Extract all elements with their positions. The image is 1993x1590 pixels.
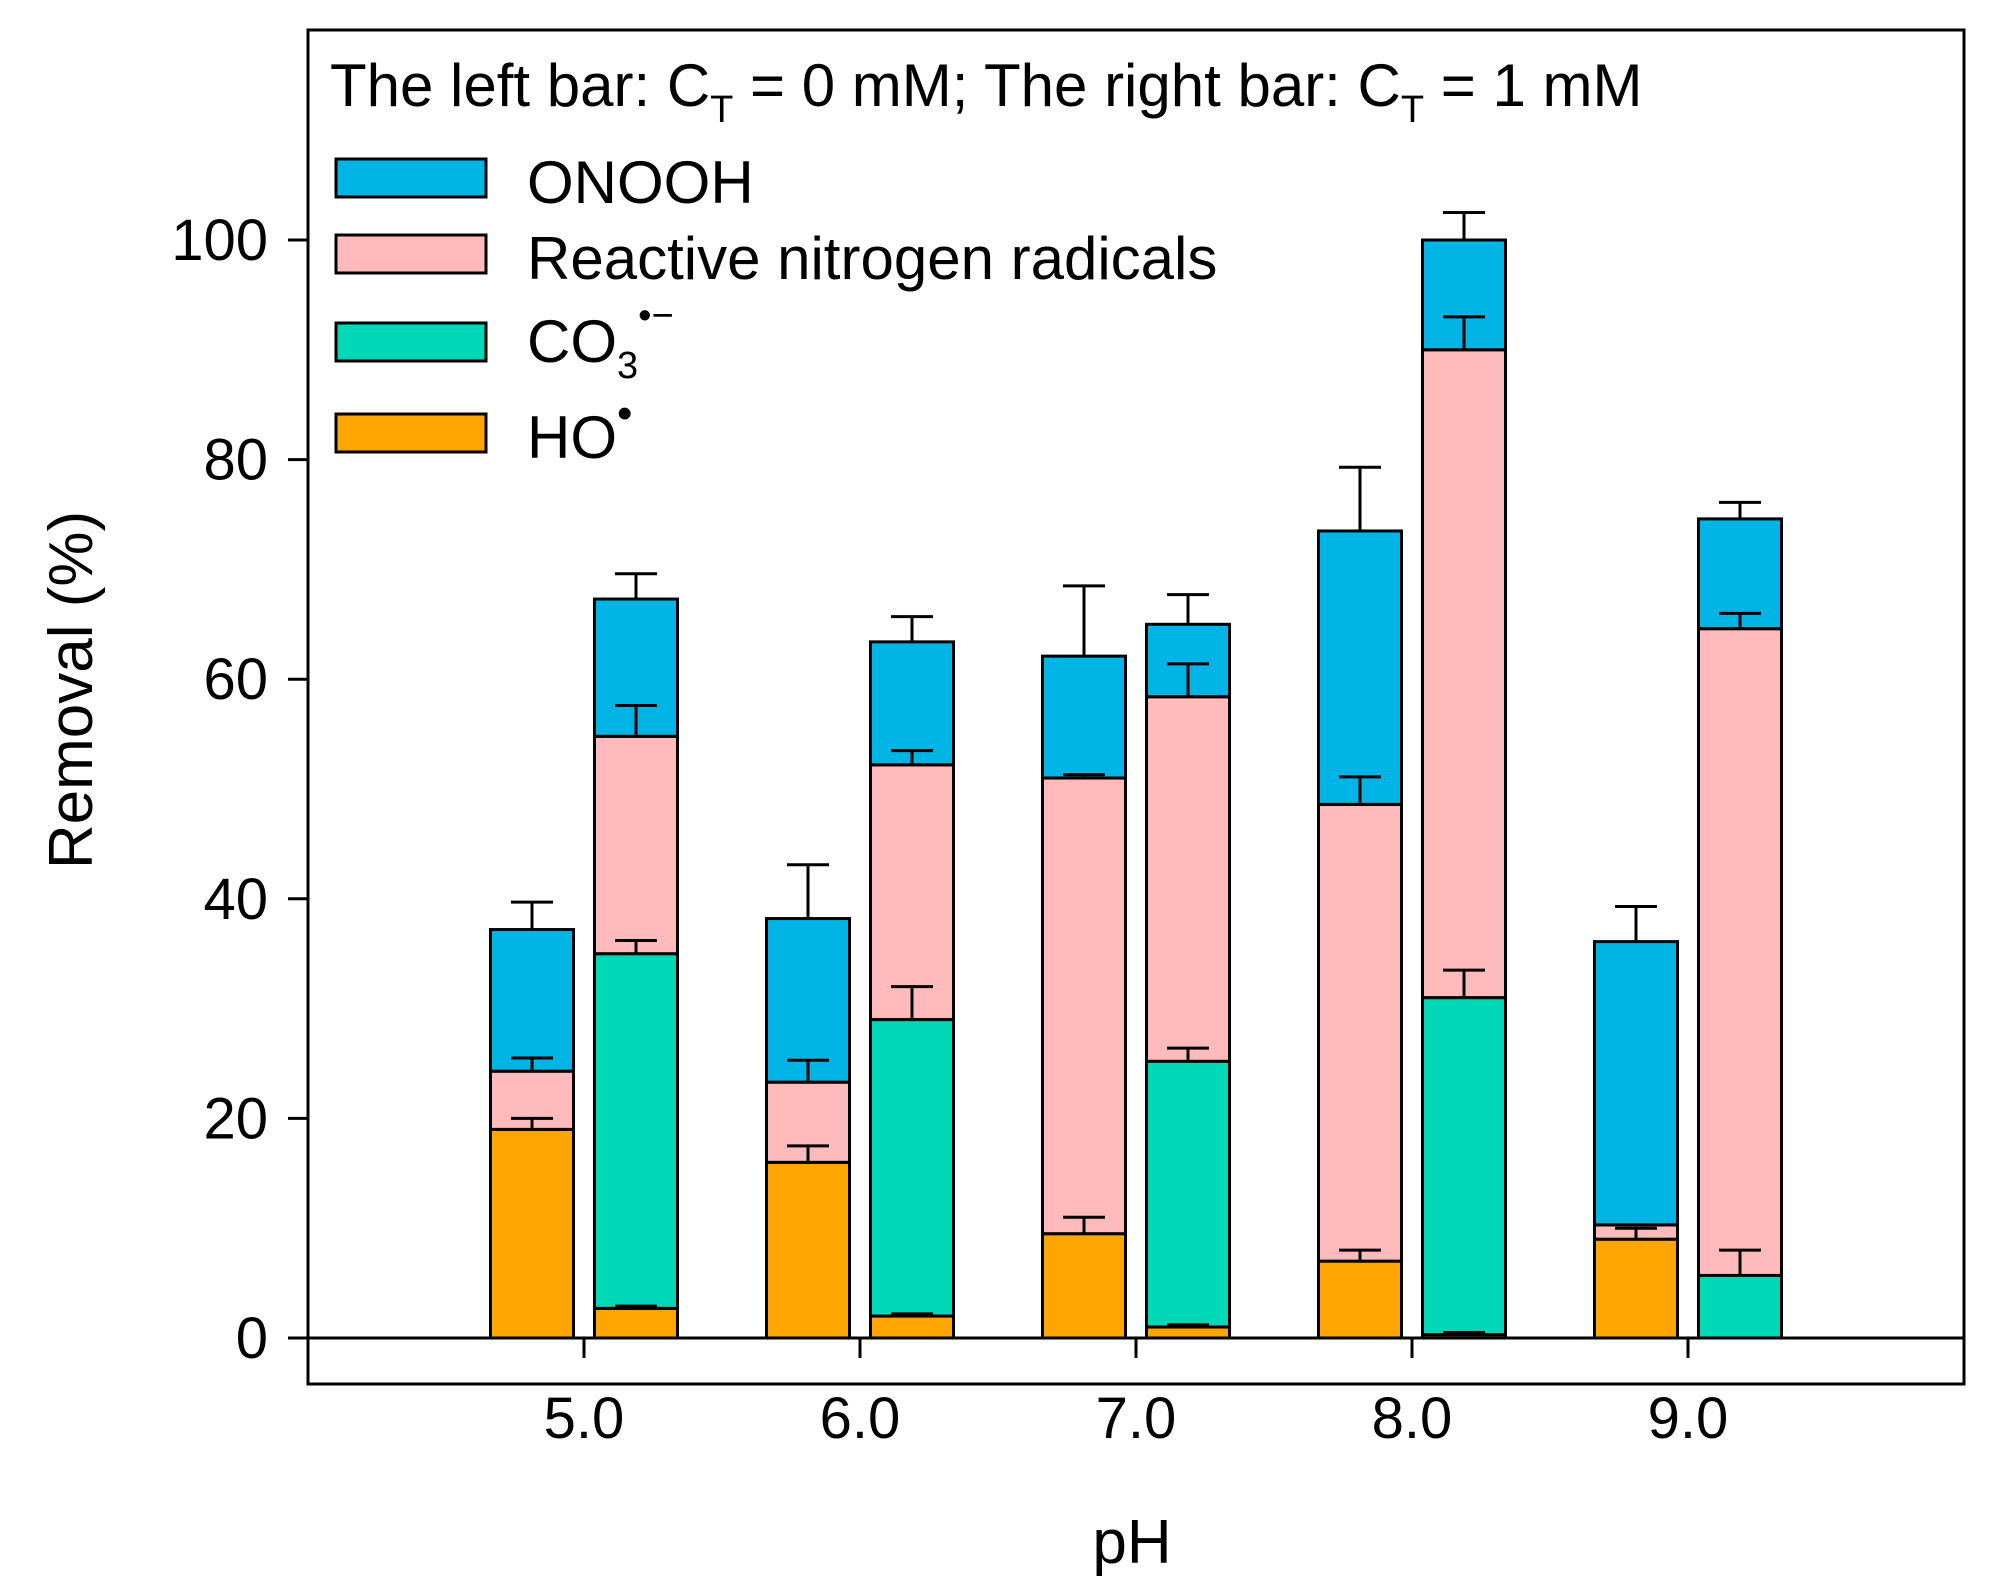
legend-label-onooh: ONOOH [527, 149, 754, 216]
y-axis-label: Removal (%) [37, 511, 106, 869]
legend-header-part1: The left bar: C [330, 52, 710, 119]
bar-segment-co3-right-8.0 [1421, 996, 1507, 1337]
bar-segment-onooh-left-6.0 [765, 917, 851, 1084]
legend: The left bar: CT = 0 mM; The right bar: … [330, 52, 1642, 471]
bar-segment-onooh-right-6.0 [869, 640, 955, 767]
legend-label-co3-base: CO [527, 308, 617, 375]
bar-segment-onooh-left-7.0 [1041, 654, 1127, 780]
bar-segment-rns-left-8.0 [1317, 802, 1403, 1263]
legend-header-part2: = 0 mM; The right bar: C [733, 52, 1400, 119]
bar-segment-onooh-right-9.0 [1697, 517, 1783, 631]
bar-segment-co3-right-5.0 [593, 952, 679, 1310]
bar-segment-ho-left-7.0 [1041, 1232, 1127, 1340]
y-tick-label: 100 [171, 208, 268, 273]
bar-segment-rns-right-7.0 [1145, 695, 1231, 1063]
bar-segment-ho-left-9.0 [1593, 1237, 1679, 1340]
legend-label-co3-sup: •− [638, 295, 674, 337]
bar-segment-rns-right-6.0 [869, 763, 955, 1022]
x-axis: 5.0 6.0 7.0 8.0 9.0 [308, 1336, 1964, 1451]
bar-segment-onooh-left-5.0 [489, 928, 575, 1073]
bar-segment-ho-left-6.0 [765, 1160, 851, 1340]
x-tick-label: 8.0 [1372, 1386, 1453, 1451]
bar-segment-onooh-left-8.0 [1317, 529, 1403, 806]
x-tick-label: 7.0 [1096, 1386, 1177, 1451]
legend-label-ho: HO• [527, 389, 632, 471]
bar-segment-co3-right-9.0 [1697, 1273, 1783, 1340]
legend-swatch-co3 [334, 321, 488, 363]
x-axis-label: pH [1092, 1508, 1171, 1577]
y-tick-label: 40 [203, 867, 268, 932]
legend-header-sub1: T [710, 89, 733, 131]
legend-label-co3: CO3•− [527, 295, 674, 387]
legend-swatch-rns [334, 233, 488, 275]
legend-swatch-onooh [334, 157, 488, 199]
legend-swatch-ho [334, 412, 488, 454]
bar-segment-ho-left-5.0 [489, 1127, 575, 1340]
y-tick-label: 20 [203, 1086, 268, 1151]
bar-segment-ho-left-8.0 [1317, 1259, 1403, 1340]
bar-segment-co3-right-6.0 [869, 1018, 955, 1318]
bar-segment-ho-right-5.0 [593, 1306, 679, 1340]
bars [489, 238, 1783, 1340]
bar-segment-rns-left-7.0 [1041, 776, 1127, 1236]
legend-header-sub2: T [1401, 89, 1424, 131]
legend-label-ho-sup: • [617, 389, 632, 438]
error-bars [511, 211, 1761, 1335]
legend-label-rns: Reactive nitrogen radicals [527, 225, 1217, 292]
bar-segment-rns-right-5.0 [593, 734, 679, 956]
legend-label-co3-sub: 3 [617, 345, 638, 387]
bar-segment-rns-right-8.0 [1421, 348, 1507, 1000]
x-tick-label: 5.0 [544, 1386, 625, 1451]
y-tick-label: 0 [236, 1306, 268, 1371]
legend-header: The left bar: CT = 0 mM; The right bar: … [330, 52, 1642, 131]
bar-segment-ho-right-6.0 [869, 1314, 955, 1340]
bar-segment-co3-right-7.0 [1145, 1059, 1231, 1329]
y-axis: 0 20 40 60 80 100 [171, 208, 308, 1371]
y-tick-label: 60 [203, 647, 268, 712]
bar-segment-rns-right-9.0 [1697, 627, 1783, 1277]
legend-label-ho-base: HO [527, 404, 617, 471]
bar-segment-ho-right-7.0 [1145, 1325, 1231, 1340]
x-tick-label: 9.0 [1648, 1386, 1729, 1451]
plot-frame [306, 28, 1966, 1386]
x-tick-label: 6.0 [820, 1386, 901, 1451]
y-tick-label: 80 [203, 428, 268, 493]
legend-header-part3: = 1 mM [1424, 52, 1642, 119]
bar-segment-onooh-left-9.0 [1593, 940, 1679, 1227]
